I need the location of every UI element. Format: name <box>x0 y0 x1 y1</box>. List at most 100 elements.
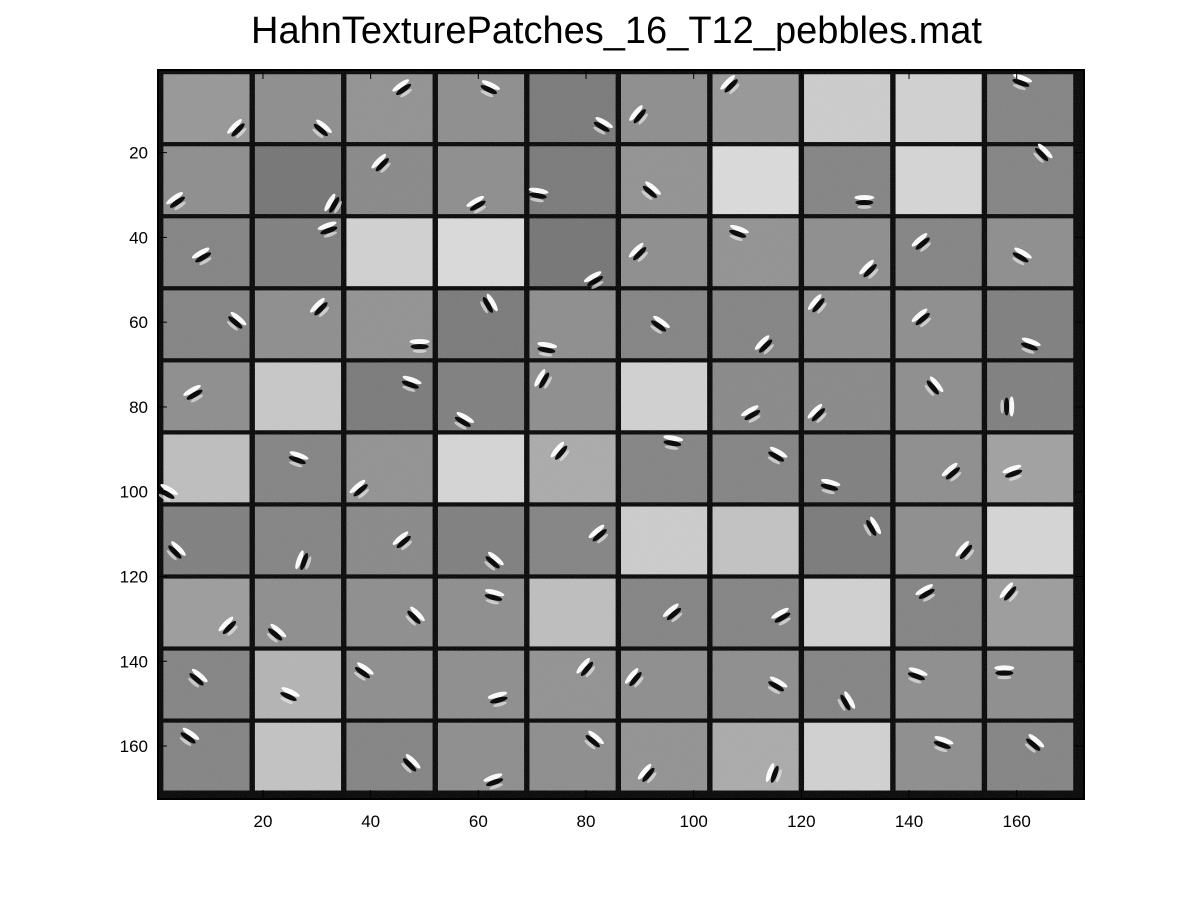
filter-mark-r2-c4 <box>466 195 487 214</box>
filter-mark-r10-c6 <box>637 763 657 784</box>
filter-mark-r4-c9 <box>911 308 932 328</box>
axis-ticks: 20 40 60 80 100 120 140 160 20 40 60 80 100 120 140 160 <box>120 70 1084 831</box>
filter-mark-r3-c2 <box>317 221 338 238</box>
filter-mark-r5-c4 <box>454 412 475 430</box>
y-tick-label-160: 160 <box>120 737 148 756</box>
filter-mark-r1-c4 <box>480 80 501 98</box>
y-tick-label-100: 100 <box>120 483 148 502</box>
filter-mark-r5-c10 <box>1000 396 1015 417</box>
filter-mark-r3-c10 <box>1012 247 1032 266</box>
filter-mark-r2-c5 <box>528 187 549 203</box>
filter-mark-r9-c8 <box>837 691 856 711</box>
filter-mark-r9-c1 <box>188 668 208 688</box>
filter-mark-r5-c9 <box>924 376 944 396</box>
filter-marks <box>158 73 1053 790</box>
filter-mark-r1-c7 <box>720 74 740 95</box>
filter-mark-r10-c3 <box>401 753 421 774</box>
x-tick-label-60: 60 <box>469 812 488 831</box>
filter-mark-r1-c6 <box>629 105 648 125</box>
filter-mark-r9-c9 <box>907 667 928 684</box>
texture-grain <box>158 70 1084 799</box>
filter-mark-r8-c1 <box>218 616 238 636</box>
y-tick-label-60: 60 <box>129 313 148 332</box>
filter-mark-r6-c5 <box>550 441 570 462</box>
filter-mark-r8-c9 <box>915 584 936 602</box>
filter-mark-r4-c8 <box>807 294 827 314</box>
filter-mark-r5-c3 <box>401 375 422 392</box>
filter-mark-r3-c7 <box>729 224 749 241</box>
filter-mark-r6-c3 <box>349 479 370 499</box>
filter-mark-r8-c10 <box>999 582 1019 602</box>
filter-mark-r5-c5 <box>534 369 552 389</box>
filter-mark-r4-c6 <box>650 315 670 334</box>
x-tick-label-100: 100 <box>679 812 707 831</box>
filter-mark-r1-c5 <box>593 117 613 135</box>
chart-title: HahnTexturePatches_16_T12_pebbles.mat <box>251 10 982 52</box>
filter-mark-r4-c10 <box>1020 337 1041 354</box>
filter-mark-r8-c2 <box>266 623 287 643</box>
filter-mark-r9-c5 <box>576 657 596 678</box>
filter-mark-r4-c1 <box>226 311 247 331</box>
filter-mark-r8-c6 <box>662 603 683 623</box>
filter-mark-r7-c2 <box>295 550 312 570</box>
filter-mark-r6-c6 <box>663 435 684 450</box>
y-tick-label-80: 80 <box>129 398 148 417</box>
filter-mark-r2-c10 <box>1033 143 1053 163</box>
filter-mark-r4-c7 <box>754 335 774 355</box>
filter-mark-r8-c7 <box>771 607 791 626</box>
filter-mark-r1-c10 <box>1012 73 1033 91</box>
filter-mark-r2-c1 <box>166 191 186 211</box>
filter-mark-r10-c5 <box>584 730 604 750</box>
filter-mark-r3-c5 <box>583 271 604 289</box>
y-tick-label-20: 20 <box>129 144 148 163</box>
filter-mark-r10-c10 <box>1024 734 1045 753</box>
filter-mark-r2-c6 <box>641 181 661 201</box>
filter-mark-r9-c2 <box>280 687 300 705</box>
filter-mark-r6-c2 <box>288 451 309 468</box>
filter-mark-r7-c4 <box>484 551 504 571</box>
filter-mark-r2-c3 <box>371 153 391 173</box>
filter-mark-r1-c1 <box>227 119 247 139</box>
filter-mark-r1-c3 <box>392 79 412 98</box>
filter-mark-r1-c2 <box>312 119 332 139</box>
filter-mark-r3-c1 <box>191 247 212 266</box>
filter-mark-r9-c7 <box>767 676 788 695</box>
x-tick-label-160: 160 <box>1003 812 1031 831</box>
filter-mark-r7-c3 <box>392 531 413 551</box>
filter-mark-r10-c1 <box>179 727 200 746</box>
filter-mark-r6-c10 <box>1002 464 1023 481</box>
filter-mark-r9-c10 <box>994 665 1015 680</box>
filter-mark-r5-c7 <box>741 405 761 423</box>
filter-mark-r8-c3 <box>405 606 425 626</box>
filter-mark-r6-c7 <box>767 446 788 465</box>
x-tick-label-40: 40 <box>361 812 380 831</box>
filter-mark-r4-c3 <box>409 339 430 353</box>
filter-mark-r2-c8 <box>854 194 875 209</box>
filter-mark-r9-c6 <box>624 668 644 688</box>
filter-mark-r2-c2 <box>324 193 342 214</box>
x-tick-label-20: 20 <box>254 812 273 831</box>
filter-mark-r7-c1 <box>166 541 186 561</box>
y-tick-label-140: 140 <box>120 652 148 671</box>
filter-mark-r7-c5 <box>588 524 609 544</box>
axes-frame <box>157 69 1085 800</box>
x-tick-label-80: 80 <box>577 812 596 831</box>
filter-mark-r8-c4 <box>484 589 505 605</box>
y-tick-label-40: 40 <box>129 228 148 247</box>
filter-mark-r5-c1 <box>183 384 203 403</box>
filter-mark-r3-c9 <box>911 233 932 252</box>
filter-mark-r9-c4 <box>487 691 508 707</box>
filter-mark-r4-c4 <box>480 293 498 314</box>
filter-mark-r5-c8 <box>807 403 827 424</box>
filter-mark-r10-c4 <box>483 773 504 790</box>
filter-mark-r6-c9 <box>941 462 962 482</box>
filter-mark-r10-c9 <box>933 736 954 753</box>
filter-mark-r3-c8 <box>859 259 879 279</box>
x-tick-label-120: 120 <box>787 812 815 831</box>
filter-mark-r7-c9 <box>955 540 975 561</box>
filter-mark-r3-c6 <box>628 242 648 262</box>
filter-mark-r9-c3 <box>354 662 374 681</box>
filter-mark-r4-c5 <box>537 341 558 357</box>
filter-mark-r4-c2 <box>310 297 330 318</box>
